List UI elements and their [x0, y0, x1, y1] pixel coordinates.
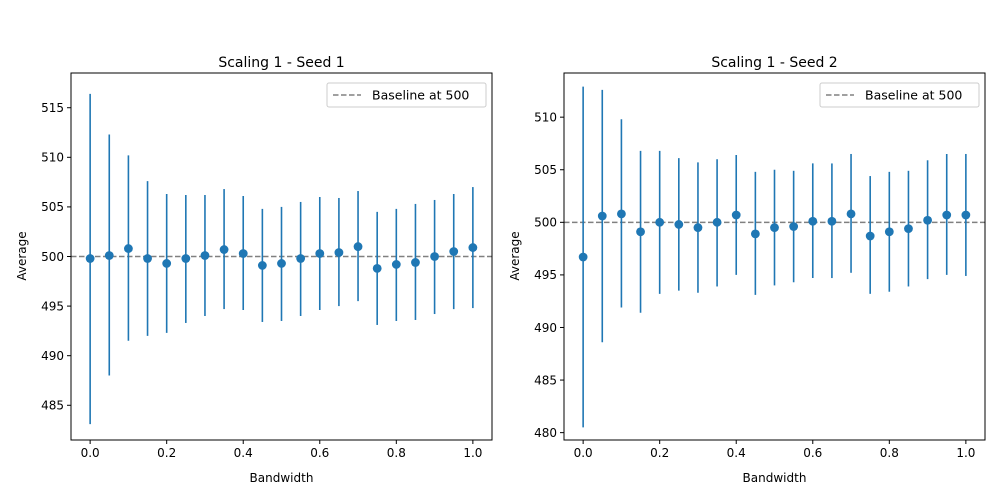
data-point: [923, 215, 932, 225]
y-tick-label: 505: [534, 163, 557, 177]
legend: Baseline at 500: [326, 82, 487, 108]
x-tick-label: 1.0: [956, 446, 975, 460]
x-tick-label: 1.0: [463, 446, 482, 460]
data-point: [904, 224, 913, 234]
data-point: [961, 210, 971, 220]
legend-box: [819, 82, 980, 108]
legend-box: [326, 82, 487, 108]
y-tick-label: 500: [534, 216, 557, 230]
x-tick-label: 0.8: [387, 446, 406, 460]
legend: Baseline at 500: [819, 82, 980, 108]
data-point: [391, 260, 401, 269]
data-point: [712, 217, 722, 227]
x-tick-label: 0.0: [574, 446, 593, 460]
chart-panel-seed-2: Scaling 1 - Seed 2 Bandwidth Average 0.0…: [508, 55, 986, 485]
data-point: [827, 216, 837, 226]
data-point: [143, 254, 152, 263]
y-tick-label: 495: [534, 268, 557, 282]
data-point: [846, 209, 856, 219]
y-tick-label: 490: [534, 321, 557, 335]
axes-frame: [563, 72, 986, 441]
data-point: [353, 242, 363, 251]
data-point: [411, 258, 420, 267]
data-point: [104, 251, 114, 260]
data-point: [219, 245, 229, 254]
data-point: [636, 227, 645, 237]
plot-area: 0.0 0.2 0.4 0.6 0.8 1.0 480 485 490 495 500 505 510: [534, 72, 986, 460]
data-point: [315, 249, 325, 258]
data-point: [372, 264, 382, 273]
y-tick-label: 500: [41, 250, 64, 264]
x-axis-label: Bandwidth: [743, 471, 807, 485]
data-point: [334, 248, 344, 257]
y-tick-label: 495: [41, 299, 64, 313]
data-point: [468, 243, 478, 252]
x-tick-label: 0.2: [157, 446, 176, 460]
data-point: [430, 252, 439, 261]
y-tick-label: 485: [41, 399, 64, 413]
x-tick-label: 0.6: [310, 446, 329, 460]
data-point: [731, 210, 741, 220]
y-tick-label: 485: [534, 373, 557, 387]
plot-area: 0.0 0.2 0.4 0.6 0.8 1.0 485 490 495 500 505 510 515: [41, 72, 493, 460]
data-point: [597, 211, 607, 221]
x-tick-label: 0.4: [727, 446, 746, 460]
data-point: [124, 244, 133, 253]
data-point: [770, 223, 779, 232]
data-point: [865, 231, 875, 241]
chart-title: Scaling 1 - Seed 1: [218, 55, 344, 71]
y-tick-label: 510: [41, 151, 64, 165]
chart-title: Scaling 1 - Seed 2: [711, 55, 837, 71]
x-tick-label: 0.4: [234, 446, 253, 460]
x-tick-label: 0.8: [880, 446, 899, 460]
data-point: [277, 259, 286, 268]
data-point: [942, 210, 952, 220]
chart-panel-seed-1: Scaling 1 - Seed 1 Bandwidth Average 0.0…: [15, 55, 493, 485]
y-axis-label: Average: [15, 231, 29, 280]
data-point: [617, 209, 626, 219]
x-tick-label: 0.2: [650, 446, 669, 460]
data-point: [578, 252, 588, 262]
data-point: [808, 216, 818, 226]
data-point: [238, 249, 248, 258]
data-point: [85, 254, 95, 263]
x-axis-label: Bandwidth: [250, 471, 314, 485]
x-tick-label: 0.0: [81, 446, 100, 460]
data-point: [449, 247, 459, 256]
data-point: [655, 217, 665, 227]
data-point: [296, 254, 306, 263]
x-tick-label: 0.6: [803, 446, 822, 460]
data-point: [789, 222, 799, 231]
data-point: [181, 254, 191, 263]
y-tick-label: 505: [41, 200, 64, 214]
data-point: [674, 220, 684, 229]
y-tick-label: 510: [534, 110, 557, 124]
data-point: [884, 227, 894, 237]
y-axis-label: Average: [508, 231, 522, 280]
y-tick-label: 480: [534, 426, 557, 440]
y-tick-label: 515: [41, 101, 64, 115]
y-tick-label: 490: [41, 349, 64, 363]
data-point: [200, 251, 210, 260]
data-point: [693, 223, 703, 232]
legend-baseline-label: Baseline at 500: [865, 88, 962, 103]
legend-baseline-label: Baseline at 500: [372, 88, 469, 103]
data-point: [750, 229, 760, 239]
data-point: [162, 259, 172, 268]
data-point: [257, 261, 267, 270]
